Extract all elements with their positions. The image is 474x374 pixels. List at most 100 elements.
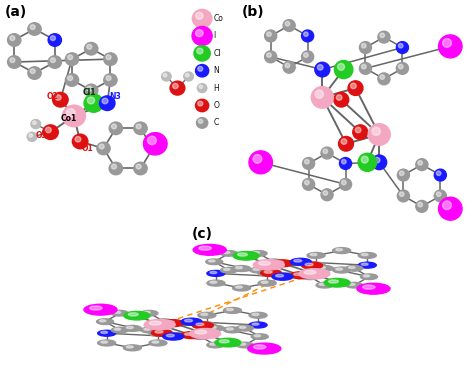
Circle shape	[336, 268, 343, 270]
Circle shape	[416, 159, 428, 171]
Circle shape	[166, 334, 174, 337]
Circle shape	[253, 154, 262, 163]
Circle shape	[50, 58, 55, 62]
Circle shape	[249, 151, 273, 174]
Circle shape	[198, 322, 216, 328]
Circle shape	[258, 270, 276, 276]
Circle shape	[87, 97, 95, 104]
Circle shape	[301, 262, 323, 269]
Circle shape	[397, 190, 410, 202]
Circle shape	[75, 137, 81, 142]
Circle shape	[438, 35, 462, 58]
Circle shape	[84, 42, 98, 55]
Text: O2: O2	[47, 92, 59, 101]
Text: N: N	[213, 66, 219, 75]
Circle shape	[396, 62, 409, 74]
Circle shape	[184, 319, 192, 322]
Circle shape	[372, 155, 387, 170]
Circle shape	[84, 84, 98, 97]
Circle shape	[223, 307, 241, 313]
Circle shape	[315, 62, 330, 77]
Circle shape	[310, 263, 317, 266]
Circle shape	[302, 157, 315, 169]
Circle shape	[53, 92, 68, 107]
Circle shape	[338, 137, 354, 151]
Circle shape	[65, 74, 79, 86]
Circle shape	[10, 58, 15, 62]
Circle shape	[265, 259, 282, 264]
Circle shape	[181, 332, 202, 338]
Circle shape	[227, 328, 233, 330]
Circle shape	[66, 108, 75, 117]
Circle shape	[190, 328, 221, 339]
Circle shape	[199, 119, 203, 123]
Circle shape	[283, 61, 295, 73]
Circle shape	[215, 338, 241, 347]
Circle shape	[195, 30, 203, 37]
Circle shape	[127, 327, 133, 329]
Circle shape	[248, 343, 281, 354]
Circle shape	[359, 62, 372, 74]
Circle shape	[353, 125, 368, 140]
Circle shape	[114, 328, 121, 330]
Circle shape	[185, 73, 189, 77]
Circle shape	[194, 46, 210, 61]
Circle shape	[152, 341, 159, 343]
Circle shape	[144, 328, 150, 330]
Circle shape	[163, 333, 184, 340]
Circle shape	[361, 263, 368, 266]
Circle shape	[210, 326, 216, 328]
Circle shape	[55, 95, 61, 100]
Circle shape	[337, 95, 342, 100]
Circle shape	[100, 320, 106, 322]
Circle shape	[259, 261, 270, 265]
Circle shape	[198, 101, 203, 106]
Circle shape	[254, 345, 266, 349]
Circle shape	[378, 31, 390, 43]
Circle shape	[163, 320, 184, 327]
Circle shape	[136, 124, 141, 129]
Circle shape	[100, 96, 115, 110]
Circle shape	[195, 99, 209, 112]
Circle shape	[372, 127, 380, 135]
Circle shape	[319, 283, 326, 285]
Circle shape	[65, 53, 79, 65]
Circle shape	[111, 164, 117, 169]
Text: C: C	[213, 119, 219, 128]
Circle shape	[368, 124, 390, 145]
Circle shape	[307, 262, 325, 268]
Circle shape	[99, 144, 104, 149]
Circle shape	[209, 260, 215, 262]
Text: Cl1: Cl1	[82, 88, 96, 97]
Circle shape	[192, 334, 209, 339]
Circle shape	[237, 342, 254, 348]
Circle shape	[106, 55, 111, 59]
Circle shape	[252, 323, 259, 325]
Circle shape	[144, 311, 150, 313]
Circle shape	[193, 244, 226, 255]
Text: N3: N3	[109, 92, 121, 101]
Circle shape	[48, 34, 62, 46]
Circle shape	[28, 67, 41, 79]
Circle shape	[111, 310, 128, 316]
Circle shape	[114, 311, 121, 313]
Circle shape	[144, 133, 167, 155]
Circle shape	[437, 192, 441, 196]
Circle shape	[333, 248, 351, 254]
Circle shape	[184, 72, 193, 81]
Circle shape	[336, 249, 343, 251]
Circle shape	[233, 266, 251, 272]
Circle shape	[305, 180, 309, 185]
Text: O1: O1	[82, 144, 93, 153]
Circle shape	[418, 202, 422, 207]
Circle shape	[30, 25, 35, 30]
Circle shape	[319, 266, 326, 269]
Circle shape	[434, 190, 447, 202]
Circle shape	[275, 275, 283, 277]
Circle shape	[8, 34, 21, 46]
Circle shape	[254, 335, 261, 337]
Circle shape	[357, 283, 390, 294]
Circle shape	[227, 309, 233, 311]
Circle shape	[268, 260, 274, 262]
Circle shape	[236, 267, 243, 269]
